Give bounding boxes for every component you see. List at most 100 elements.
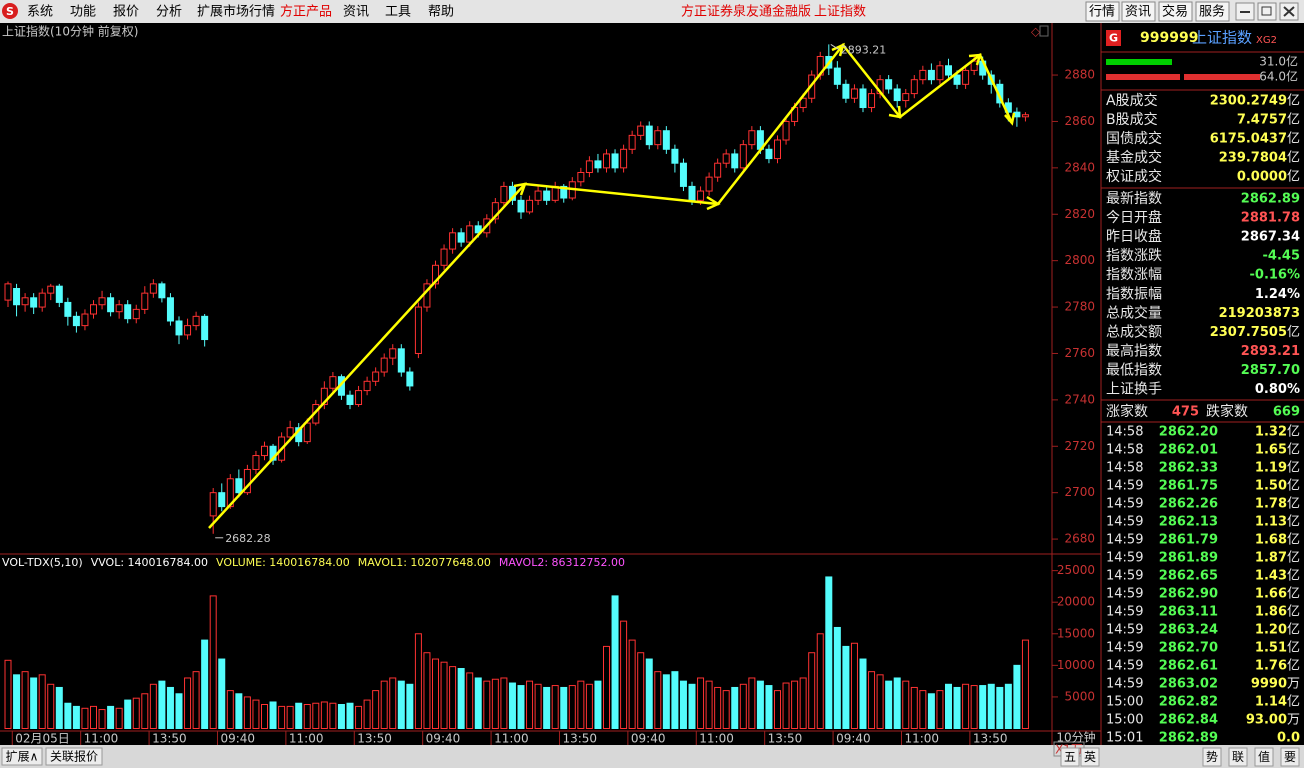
volume-bar: [893, 677, 901, 730]
row-label: 今日开盘: [1106, 209, 1162, 226]
candle-body: [72, 315, 80, 327]
row-label: 昨日收盘: [1106, 228, 1162, 245]
breadth-label: 涨家数: [1106, 403, 1148, 420]
menu-bar: [0, 0, 1304, 23]
status-icon[interactable]: [1280, 747, 1300, 767]
panel-icon[interactable]: [1039, 25, 1049, 37]
menu-item[interactable]: 帮助: [428, 5, 454, 20]
volume-bar: [628, 639, 636, 729]
candle-body: [474, 225, 482, 234]
volume-bar: [594, 680, 602, 730]
menu-item[interactable]: 分析: [156, 5, 182, 20]
bottom-tab[interactable]: [1, 747, 43, 766]
window-title: 方正证券泉友通金融版: [681, 4, 811, 20]
arrow-head: [968, 53, 982, 66]
volume-bar: [303, 704, 311, 730]
volume-bar: [543, 686, 551, 729]
menu-item[interactable]: 方正产品: [280, 4, 332, 20]
restore-button[interactable]: [1257, 2, 1277, 21]
candle-body: [739, 144, 747, 169]
status-icon[interactable]: [1228, 747, 1248, 767]
candle-body: [654, 130, 662, 146]
volume-bar: [756, 680, 764, 730]
volume-bar: [440, 661, 448, 730]
trade-price: 2862.33: [1159, 461, 1218, 476]
candle-body: [679, 162, 687, 187]
app-logo-glyph: S: [6, 5, 14, 18]
menu-item[interactable]: 功能: [70, 5, 96, 20]
panel-icon[interactable]: ◇: [1031, 25, 1041, 39]
window-controls: [1235, 2, 1299, 21]
status-icon[interactable]: [1254, 747, 1274, 767]
toolbar-button[interactable]: [1121, 1, 1156, 22]
candle-body: [902, 93, 910, 102]
candle-body: [731, 153, 739, 169]
volume-bar: [979, 685, 987, 730]
row-label: 指数涨幅: [1106, 267, 1162, 283]
volume-bar: [21, 671, 29, 730]
row-label: 指数振幅: [1106, 286, 1162, 302]
candle-body: [115, 304, 123, 313]
volume-bar: [671, 671, 679, 730]
trade-time: 15:00: [1106, 695, 1143, 710]
trade-amount: 1.19: [1255, 461, 1287, 476]
indicator-legend: VOLUME: 140016784.00: [216, 556, 350, 569]
volume-bar: [252, 699, 260, 729]
toolbar-button[interactable]: [1158, 1, 1193, 22]
status-icon[interactable]: [1080, 747, 1100, 767]
arrow-head: [706, 195, 721, 211]
status-icon[interactable]: [1202, 747, 1222, 767]
volume-bar: [141, 693, 149, 729]
volume-bar: [55, 686, 63, 729]
status-icon[interactable]: [1060, 747, 1080, 767]
low-label: 2682.28: [225, 532, 271, 545]
menu-item[interactable]: 系统: [27, 5, 53, 20]
trade-amount: 93.00: [1246, 713, 1287, 728]
row-value: 1.24%: [1255, 287, 1300, 302]
trade-price: 2862.26: [1159, 497, 1218, 512]
y2-tick-label: 15000: [1057, 626, 1095, 640]
volume-bar: [346, 702, 354, 729]
row-label: B股成交: [1106, 111, 1158, 128]
volume-bar: [132, 697, 140, 730]
volume-bar: [739, 683, 747, 730]
volume-bar: [149, 683, 157, 730]
volume-bar: [192, 671, 200, 730]
row-label: 总成交量: [1106, 304, 1162, 321]
toolbar-button[interactable]: [1195, 1, 1230, 22]
bottom-tab[interactable]: [45, 747, 103, 766]
row-value: 2867.34: [1241, 230, 1300, 245]
candle-body: [645, 125, 653, 146]
menu-item[interactable]: 扩展市场行情: [197, 4, 275, 20]
y-tick-label: 2800: [1064, 253, 1095, 267]
volume-bar: [517, 685, 525, 730]
toolbar-button[interactable]: [1085, 1, 1120, 22]
volume-bar: [731, 686, 739, 729]
menu-item[interactable]: 工具: [385, 5, 411, 20]
menu-item[interactable]: 报价: [113, 5, 139, 20]
menu-item[interactable]: 资讯: [343, 5, 369, 20]
volume-bar: [936, 690, 944, 729]
row-value: 2857.70: [1241, 363, 1300, 378]
candle-body: [628, 134, 636, 150]
candle-body: [962, 69, 970, 85]
volume-bar: [380, 680, 388, 730]
trade-price: 2862.89: [1159, 731, 1218, 746]
row-value: 239.7804: [1219, 151, 1287, 166]
volume-bar: [423, 652, 431, 730]
volume-bar: [432, 658, 439, 730]
y-tick-label: 2860: [1064, 114, 1095, 128]
trade-unit: 万: [1287, 677, 1300, 692]
close-icon: [1283, 6, 1295, 17]
candle-body: [235, 478, 243, 494]
candle-body: [970, 60, 978, 71]
trade-time: 15:00: [1106, 713, 1143, 728]
volume-bar: [705, 680, 713, 730]
trade-amount: 1.20: [1255, 623, 1287, 638]
candle-body: [945, 65, 952, 76]
volume-bar: [158, 680, 166, 730]
indicator-legend: VVOL: 140016784.00: [91, 556, 208, 569]
candle-body: [192, 315, 200, 327]
x-tick-label: 09:40: [836, 732, 871, 746]
volume-bar: [81, 707, 89, 730]
